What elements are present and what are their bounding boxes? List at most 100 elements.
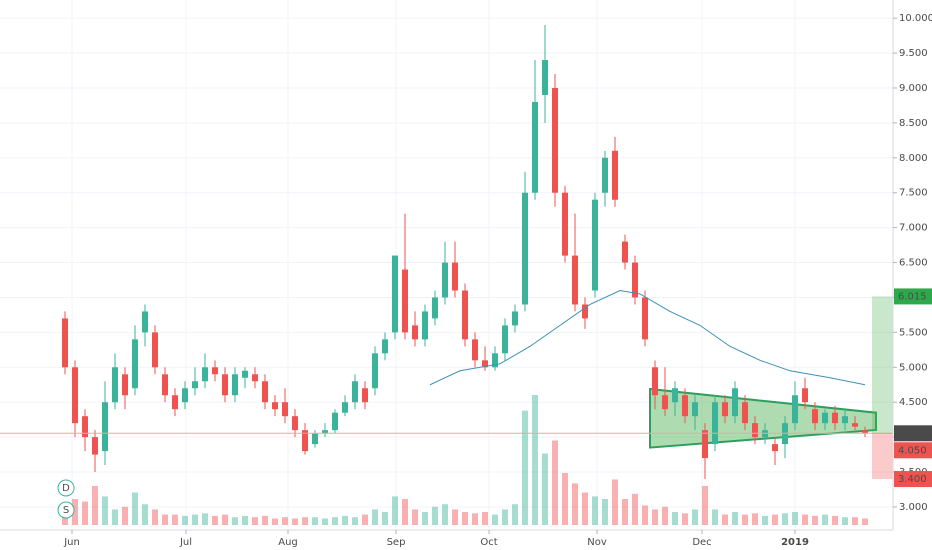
- volume-bar: [212, 515, 218, 525]
- candle-body: [712, 402, 718, 445]
- volume-bar: [252, 517, 258, 525]
- candle-body: [642, 297, 648, 340]
- volume-bar: [422, 512, 428, 525]
- x-tick-label: Oct: [480, 537, 497, 548]
- candle-body: [632, 262, 638, 298]
- candle-body: [312, 433, 318, 445]
- candle-body: [382, 339, 388, 354]
- candle-body: [162, 374, 168, 396]
- candle-body: [662, 395, 668, 410]
- y-tick-label: 5.500: [899, 327, 928, 338]
- candle-body: [482, 360, 488, 368]
- volume-bar: [642, 505, 648, 525]
- candle-body: [302, 430, 308, 452]
- volume-bar: [272, 518, 278, 525]
- volume-bar: [302, 517, 308, 525]
- price-label: 3.400: [898, 474, 927, 485]
- price-label: 4.055: [898, 428, 927, 439]
- candle-body: [522, 192, 528, 305]
- moving-average: [429, 289, 866, 386]
- marker-circle[interactable]: [57, 501, 75, 519]
- candle-body: [732, 388, 738, 417]
- candle-body: [122, 374, 128, 396]
- y-tick-label: 5.000: [899, 362, 928, 373]
- candle-body: [142, 311, 148, 333]
- y-tick-label: 10.000: [899, 13, 932, 24]
- candle-body: [82, 416, 88, 438]
- volume-bar: [752, 513, 758, 525]
- marker-label[interactable]: S: [63, 505, 69, 516]
- volume-bar: [682, 513, 688, 525]
- volume-bar: [822, 514, 828, 525]
- volume-bar: [742, 514, 748, 525]
- volume-bar: [392, 496, 398, 525]
- marker-circle[interactable]: [57, 479, 75, 497]
- candle-body: [372, 353, 378, 389]
- volume-bar: [352, 517, 358, 525]
- candle-body: [432, 297, 438, 319]
- x-tick-label: Nov: [587, 537, 607, 548]
- volume-bar: [662, 506, 668, 525]
- candle-body: [792, 395, 798, 424]
- candle-body: [422, 311, 428, 340]
- indicator-marker[interactable]: D S: [57, 479, 75, 519]
- volume-bar: [372, 509, 378, 525]
- y-tick-label: 3.000: [899, 502, 928, 513]
- price-label-box: [894, 442, 932, 459]
- volume-bar: [222, 514, 228, 525]
- volume-bar: [62, 514, 68, 525]
- volume-bar: [842, 517, 848, 525]
- volume-bar: [452, 509, 458, 525]
- volume-bar: [552, 440, 558, 525]
- y-tick-label: 9.500: [899, 48, 928, 59]
- candle-body: [812, 409, 818, 424]
- x-tick-label: Jul: [179, 537, 192, 548]
- candle-body: [252, 374, 258, 382]
- x-tick-label: Sep: [387, 537, 406, 548]
- volume-bar: [532, 395, 538, 525]
- volume-bar: [462, 512, 468, 525]
- volume-bar: [732, 512, 738, 525]
- candle-body: [172, 395, 178, 410]
- candle-body: [742, 402, 748, 424]
- volume-bar: [432, 506, 438, 525]
- volume-bar: [132, 492, 138, 525]
- candle-body: [832, 412, 838, 424]
- price-label: 4.050: [898, 445, 927, 456]
- candle-body: [72, 367, 78, 424]
- candle-body: [692, 402, 698, 417]
- y-tick-label: 7.000: [899, 223, 928, 234]
- volume-bar: [722, 514, 728, 525]
- volume-bar: [72, 499, 78, 525]
- y-tick-label: 4.500: [899, 397, 928, 408]
- candle-body: [822, 412, 828, 424]
- volume-bar: [412, 509, 418, 525]
- volume-bar: [182, 515, 188, 525]
- candle-body: [852, 423, 858, 427]
- candle-body: [192, 381, 198, 389]
- volume-bar: [522, 410, 528, 525]
- volume-bar: [712, 509, 718, 525]
- candle-body: [652, 367, 658, 396]
- candle-body: [152, 332, 158, 368]
- position-profit: [872, 296, 893, 434]
- volume-bar: [362, 514, 368, 525]
- position-loss: [872, 433, 893, 480]
- x-tick-label: Dec: [692, 537, 711, 548]
- candle-body: [552, 87, 558, 193]
- candle-body: [232, 374, 238, 396]
- volume-bar: [322, 518, 328, 525]
- volume-bar: [652, 509, 658, 525]
- candle-body: [262, 381, 268, 403]
- volume-bar: [332, 517, 338, 525]
- candle-body: [462, 290, 468, 340]
- volume-bar: [102, 496, 108, 525]
- price-label: 6.015: [898, 291, 927, 302]
- marker-label[interactable]: D: [62, 483, 70, 494]
- volume-bar: [702, 486, 708, 525]
- y-tick-label: 9.000: [899, 83, 928, 94]
- volume-bar: [542, 453, 548, 525]
- x-tick-label: Aug: [278, 537, 298, 548]
- candle-body: [342, 402, 348, 413]
- candle-body: [102, 402, 108, 452]
